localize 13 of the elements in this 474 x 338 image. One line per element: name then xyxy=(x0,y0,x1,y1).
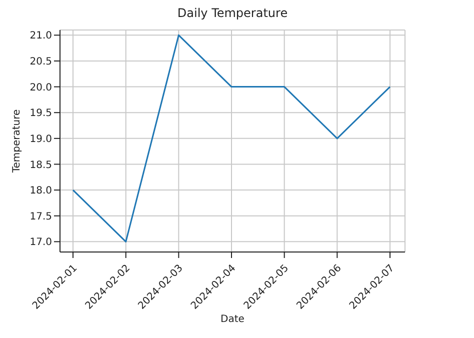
y-tick-label: 20.0 xyxy=(30,82,52,94)
y-tick-label: 18.0 xyxy=(30,186,52,197)
y-tick-label: 17.5 xyxy=(30,211,52,222)
y-tick-label: 18.5 xyxy=(30,160,52,171)
y-tick-label: 19.0 xyxy=(30,134,52,145)
y-tick-label: 21.0 xyxy=(30,30,52,42)
y-axis-title: Temperature xyxy=(12,109,22,173)
chart-title: Daily Temperature xyxy=(176,6,289,20)
line-series xyxy=(72,34,391,242)
y-tick-label: 19.5 xyxy=(30,108,52,120)
y-tick-label: 20.5 xyxy=(30,56,52,68)
y-tick-label: 17.0 xyxy=(30,237,52,248)
x-axis-title: Date xyxy=(220,314,246,325)
